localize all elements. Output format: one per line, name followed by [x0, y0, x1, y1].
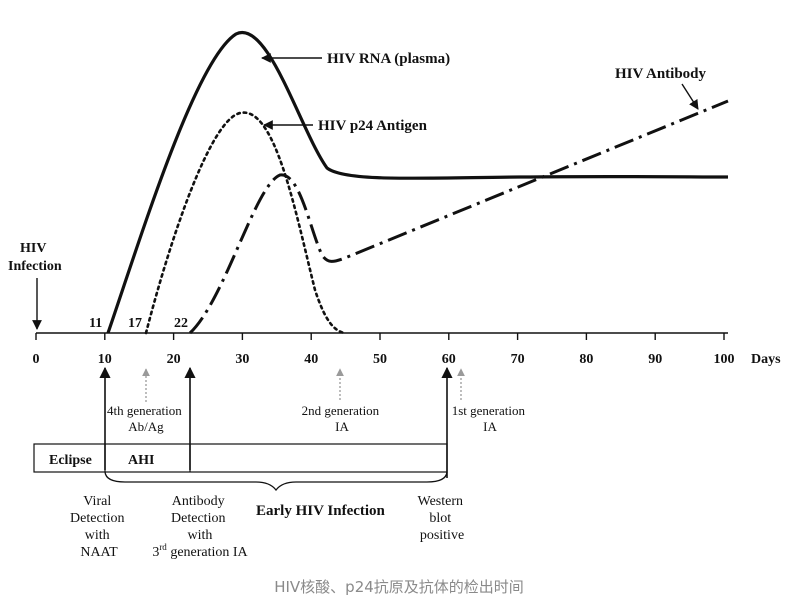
hiv-antibody-label: HIV Antibody	[615, 66, 707, 82]
axis-tick-label-70: 70	[511, 352, 525, 367]
antibody-detection-line2: Detection	[171, 511, 225, 526]
gen4-label-line1: 4th generation	[107, 403, 182, 418]
infection-label-line2: Infection	[8, 259, 62, 274]
gen3-superscript: rd	[159, 542, 167, 552]
axis-tick-label-80: 80	[579, 352, 593, 367]
viral-detection-line1: Viral	[83, 494, 111, 509]
western-blot-line3: positive	[420, 528, 464, 543]
gen2-label-line1: 2nd generation	[302, 403, 380, 418]
day-marker-22: 22	[174, 316, 188, 331]
axis-ticks: 0 10 20 30 40 50 60 70 80 90 100	[33, 333, 735, 367]
axis-tick-label-40: 40	[304, 352, 318, 367]
axis-tick-label-50: 50	[373, 352, 387, 367]
viral-detection-line3: with	[85, 528, 110, 543]
antibody-detection-label: Antibody Detection with	[171, 494, 229, 543]
antibody-detection-line4: 3rd generation IA	[152, 542, 248, 560]
axis-tick-label-90: 90	[648, 352, 662, 367]
axis-unit-label: Days	[751, 352, 781, 367]
axis-tick-label-60: 60	[442, 352, 456, 367]
western-blot-label: Western blot positive	[417, 494, 466, 543]
axis-tick-label-10: 10	[98, 352, 112, 367]
gen4-label-line2: Ab/Ag	[128, 419, 164, 434]
gen2-label: 2nd generation IA	[302, 403, 383, 434]
ahi-label: AHI	[128, 453, 154, 468]
gen2-label-line2: IA	[335, 419, 349, 434]
axis-tick-label-30: 30	[235, 352, 249, 367]
hiv-antibody-curve	[188, 99, 729, 335]
hiv-rna-curve	[106, 30, 729, 334]
axis-tick-label-0: 0	[33, 352, 40, 367]
viral-detection-line4: NAAT	[80, 545, 118, 560]
early-infection-brace	[104, 471, 448, 492]
antibody-detection-line1: Antibody	[172, 494, 225, 509]
axis-tick-label-20: 20	[167, 352, 181, 367]
gen3-number: 3	[152, 545, 159, 560]
eclipse-label: Eclipse	[49, 453, 92, 468]
western-blot-line1: Western	[417, 494, 463, 509]
viral-detection-label: Viral Detection with NAAT	[70, 494, 128, 560]
gen1-label: 1st generation IA	[452, 403, 529, 434]
figure-caption: HIV核酸、p24抗原及抗体的检出时间	[274, 578, 524, 596]
gen4-label: 4th generation Ab/Ag	[107, 403, 185, 434]
infection-label-line1: HIV	[20, 241, 46, 256]
p24-antigen-label: HIV p24 Antigen	[318, 118, 428, 134]
gen1-label-line1: 1st generation	[452, 403, 526, 418]
day-marker-17: 17	[128, 316, 142, 331]
hiv-antibody-pointer	[681, 83, 699, 110]
axis-tick-label-100: 100	[714, 352, 735, 367]
viral-detection-line2: Detection	[70, 511, 124, 526]
phase-bar	[33, 443, 448, 473]
early-infection-label: Early HIV Infection	[256, 503, 386, 519]
day-marker-11: 11	[89, 316, 102, 331]
hiv-rna-label: HIV RNA (plasma)	[327, 51, 450, 67]
gen3-rest: generation IA	[167, 545, 249, 560]
western-blot-line2: blot	[429, 511, 451, 526]
gen1-label-line2: IA	[483, 419, 497, 434]
antibody-detection-line3: with	[188, 528, 213, 543]
